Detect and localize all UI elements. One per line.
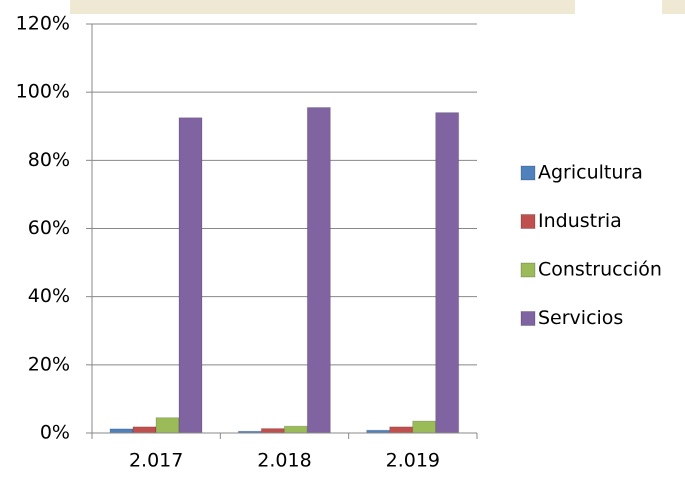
bar (389, 426, 414, 434)
y-tick-label: 0% (40, 422, 70, 444)
bar (109, 428, 134, 434)
x-tick-label: 2.017 (129, 450, 183, 472)
legend-label: Industria (538, 210, 622, 232)
bar (155, 417, 180, 434)
top-band (662, 0, 685, 14)
bar (132, 426, 157, 434)
bar (283, 425, 308, 434)
legend-swatch (520, 311, 536, 326)
bar (260, 428, 285, 434)
legend-label: Construcción (538, 259, 662, 281)
top-band (70, 0, 575, 14)
bar (306, 107, 331, 434)
y-tick-label: 120% (16, 13, 70, 35)
legend-label: Agricultura (538, 162, 643, 184)
legend-swatch (520, 262, 536, 278)
y-tick-label: 20% (28, 353, 70, 375)
x-tick-label: 2.018 (257, 450, 311, 472)
y-tick-label: 40% (28, 285, 70, 307)
legend-swatch (520, 214, 536, 229)
bar (412, 420, 437, 434)
legend-swatch (520, 165, 536, 181)
y-tick-label: 100% (16, 81, 70, 103)
x-tick-label: 2.019 (386, 450, 440, 472)
bar (435, 112, 460, 434)
legend-label: Servicios (538, 307, 623, 329)
y-tick-label: 80% (28, 149, 70, 171)
y-tick-label: 60% (28, 217, 70, 239)
bar (178, 117, 203, 434)
